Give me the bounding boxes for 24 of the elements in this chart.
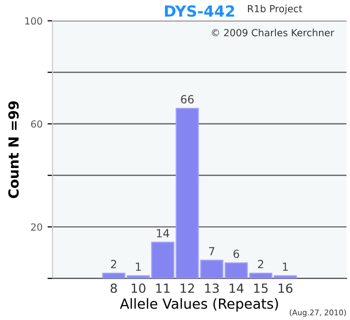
- data-label: 66: [180, 95, 194, 104]
- y-tick-label: 100: [25, 17, 42, 25]
- x-tick-label: 14: [230, 284, 244, 293]
- y-tick-label: 20: [31, 223, 42, 231]
- data-label: 6: [233, 250, 240, 258]
- data-label: 14: [156, 229, 170, 238]
- x-tick-label: 12: [180, 283, 194, 293]
- data-label: 2: [111, 260, 116, 268]
- y-axis-title: Count N =99: [8, 101, 19, 198]
- annotation: © 2009 Charles Kerchner: [212, 28, 334, 36]
- text: R1b Project: [248, 4, 302, 14]
- x-tick-label: 13: [205, 283, 219, 293]
- x-tick-label: 8: [110, 283, 117, 293]
- data-label: 1: [282, 262, 288, 271]
- data-label: 2: [258, 260, 264, 268]
- x-tick-label: 16: [278, 283, 292, 293]
- x-tick-label: 10: [132, 283, 146, 293]
- y-tick-label: 60: [31, 120, 42, 128]
- x-tick-label: 15: [254, 284, 268, 293]
- data-label: 1: [136, 262, 141, 271]
- x-tick-label: 11: [156, 284, 170, 293]
- chart-title: DYS-442: [164, 5, 234, 17]
- data-label: 7: [209, 247, 214, 256]
- x-axis-title: Allele Values (Repeats): [120, 298, 278, 312]
